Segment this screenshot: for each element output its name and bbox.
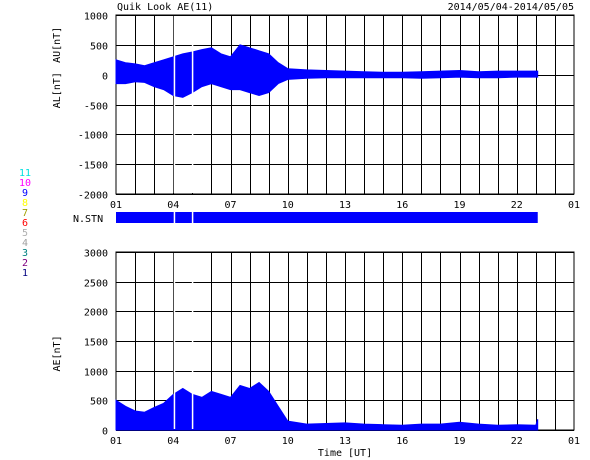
y-tick-label: 500 (90, 397, 108, 408)
x-tick-label: 07 (224, 436, 236, 447)
station-legend-item: 2 (22, 258, 28, 269)
y-tick-label: 3000 (84, 249, 108, 260)
x-tick-label: 13 (339, 200, 351, 211)
station-legend-item: 1 (22, 268, 28, 279)
data-gap (191, 16, 194, 193)
n-stn-gap (173, 212, 176, 223)
y-tick-label: -2000 (78, 191, 108, 202)
au-al-area (115, 44, 539, 98)
n-stn-label: N.STN (73, 214, 103, 225)
au-axis-label: AU[nT] (52, 27, 63, 63)
x-tick-label: 04 (167, 200, 179, 211)
date-range: 2014/05/04-2014/05/05 (448, 2, 574, 13)
station-legend-item: 8 (22, 198, 28, 209)
ae-area (115, 381, 539, 431)
y-tick-label: -1000 (78, 131, 108, 142)
ae-axis-label: AE[nT] (52, 335, 63, 371)
station-legend-item: 3 (22, 248, 28, 259)
station-legend-item: 9 (22, 188, 28, 199)
x-tick-label: 04 (167, 436, 179, 447)
x-tick-label: 13 (339, 436, 351, 447)
n-stn-bar: N.STN (73, 212, 538, 225)
y-tick-label: 2500 (84, 279, 108, 290)
y-tick-label: 500 (90, 42, 108, 53)
station-legend-item: 11 (19, 168, 31, 179)
al-axis-label: AL[nT] (52, 72, 63, 108)
data-gap (173, 253, 176, 429)
station-legend-item: 5 (22, 228, 28, 239)
y-tick-label: 0 (102, 72, 108, 83)
n-stn-gap (191, 212, 194, 223)
y-tick-label: 1000 (84, 368, 108, 379)
y-tick-label: -500 (84, 102, 108, 113)
x-tick-label: 10 (282, 436, 294, 447)
n-stn-fill (116, 212, 538, 223)
y-tick-label: 1000 (84, 12, 108, 23)
y-tick-label: 0 (102, 427, 108, 438)
x-tick-label: 07 (224, 200, 236, 211)
x-tick-label: 22 (511, 436, 523, 447)
x-tick-label: 19 (453, 200, 465, 211)
x-tick-label: 01 (110, 200, 122, 211)
x-tick-label: 01 (568, 200, 580, 211)
x-tick-label: 16 (396, 200, 408, 211)
station-legend-item: 6 (22, 218, 28, 229)
x-tick-label: 19 (453, 436, 465, 447)
x-axis-title: Time [UT] (318, 448, 372, 459)
station-legend-item: 4 (22, 238, 28, 249)
x-tick-label: 22 (511, 200, 523, 211)
station-legend-item: 10 (19, 178, 31, 189)
y-tick-label: 1500 (84, 338, 108, 349)
y-tick-label: 2000 (84, 308, 108, 319)
x-tick-label: 01 (110, 436, 122, 447)
x-tick-label: 01 (568, 436, 580, 447)
data-gap (191, 253, 194, 429)
data-gap (173, 16, 176, 193)
x-tick-label: 10 (282, 200, 294, 211)
y-tick-label: -1500 (78, 161, 108, 172)
chart-title: Quik Look AE(11) (117, 2, 213, 13)
x-tick-label: 16 (396, 436, 408, 447)
station-legend-item: 7 (22, 208, 28, 219)
